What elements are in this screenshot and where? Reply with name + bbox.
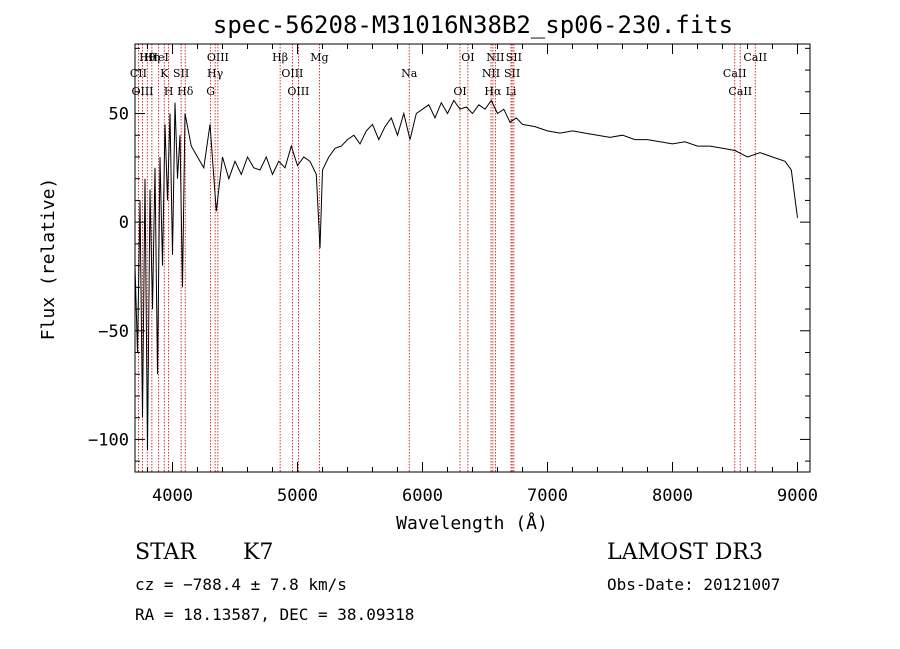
- marker-label: NII: [486, 51, 504, 64]
- x-axis-ticks: 4000 5000 6000 7000 8000 9000: [147, 44, 818, 506]
- x-axis-label: Wavelength (Å): [396, 512, 548, 534]
- coordinates-info: RA = 18.13587, DEC = 38.09318: [135, 605, 414, 624]
- observation-date: Obs-Date: 20121007: [607, 575, 780, 594]
- line-markers: [137, 44, 756, 472]
- y-tick-label: 0: [119, 213, 129, 233]
- spectrum-line: [134, 99, 798, 451]
- marker-label: OIII: [131, 85, 153, 98]
- y-axis-ticks: −100 −50 0 50: [88, 47, 810, 462]
- marker-label: Hβ: [272, 51, 288, 64]
- x-tick-label: 5000: [277, 486, 318, 506]
- y-tick-label: 50: [109, 105, 129, 125]
- x-tick-label: 7000: [527, 486, 568, 506]
- marker-label: HeI: [148, 51, 168, 64]
- marker-label: Hθ: [139, 51, 156, 64]
- x-tick-label: 4000: [152, 486, 193, 506]
- marker-label: CII: [130, 67, 147, 80]
- marker-label: SII: [504, 67, 520, 80]
- marker-label: Li: [506, 85, 517, 98]
- marker-label: OI: [453, 85, 466, 98]
- redshift-info: cz = −788.4 ± 7.8 km/s: [135, 575, 347, 594]
- marker-label: CaII: [728, 85, 752, 98]
- y-tick-label: −100: [88, 430, 129, 450]
- marker-label: G: [206, 85, 215, 98]
- marker-label: CaII: [723, 67, 747, 80]
- marker-label: OIII: [281, 67, 303, 80]
- marker-label: Na: [401, 67, 418, 80]
- x-tick-label: 9000: [777, 486, 818, 506]
- marker-label: OI: [461, 51, 474, 64]
- marker-label: Hγ: [207, 67, 224, 80]
- marker-label: SII: [173, 67, 189, 80]
- marker-label: OIII: [287, 85, 309, 98]
- chart-title: spec-56208-M31016N38B2_sp06-230.fits: [213, 11, 733, 39]
- x-tick-label: 6000: [402, 486, 443, 506]
- marker-label: CaII: [743, 51, 767, 64]
- object-class: STAR: [135, 540, 197, 565]
- marker-label: Mg: [310, 51, 328, 64]
- y-tick-label: −50: [98, 322, 129, 342]
- plot-frame: [134, 43, 811, 473]
- marker-label: H: [164, 85, 174, 98]
- object-subclass: K7: [243, 540, 273, 565]
- x-tick-label: 8000: [652, 486, 693, 506]
- y-axis-label: Flux (relative): [38, 178, 59, 341]
- marker-label: SII: [506, 51, 522, 64]
- marker-label: NII: [482, 67, 500, 80]
- marker-label: K: [160, 67, 169, 80]
- marker-label: Hη: [144, 51, 160, 64]
- marker-label: Hδ: [177, 85, 194, 98]
- survey-name: LAMOST DR3: [607, 540, 763, 565]
- marker-label: Hα: [484, 85, 502, 98]
- marker-label: OIII: [207, 51, 229, 64]
